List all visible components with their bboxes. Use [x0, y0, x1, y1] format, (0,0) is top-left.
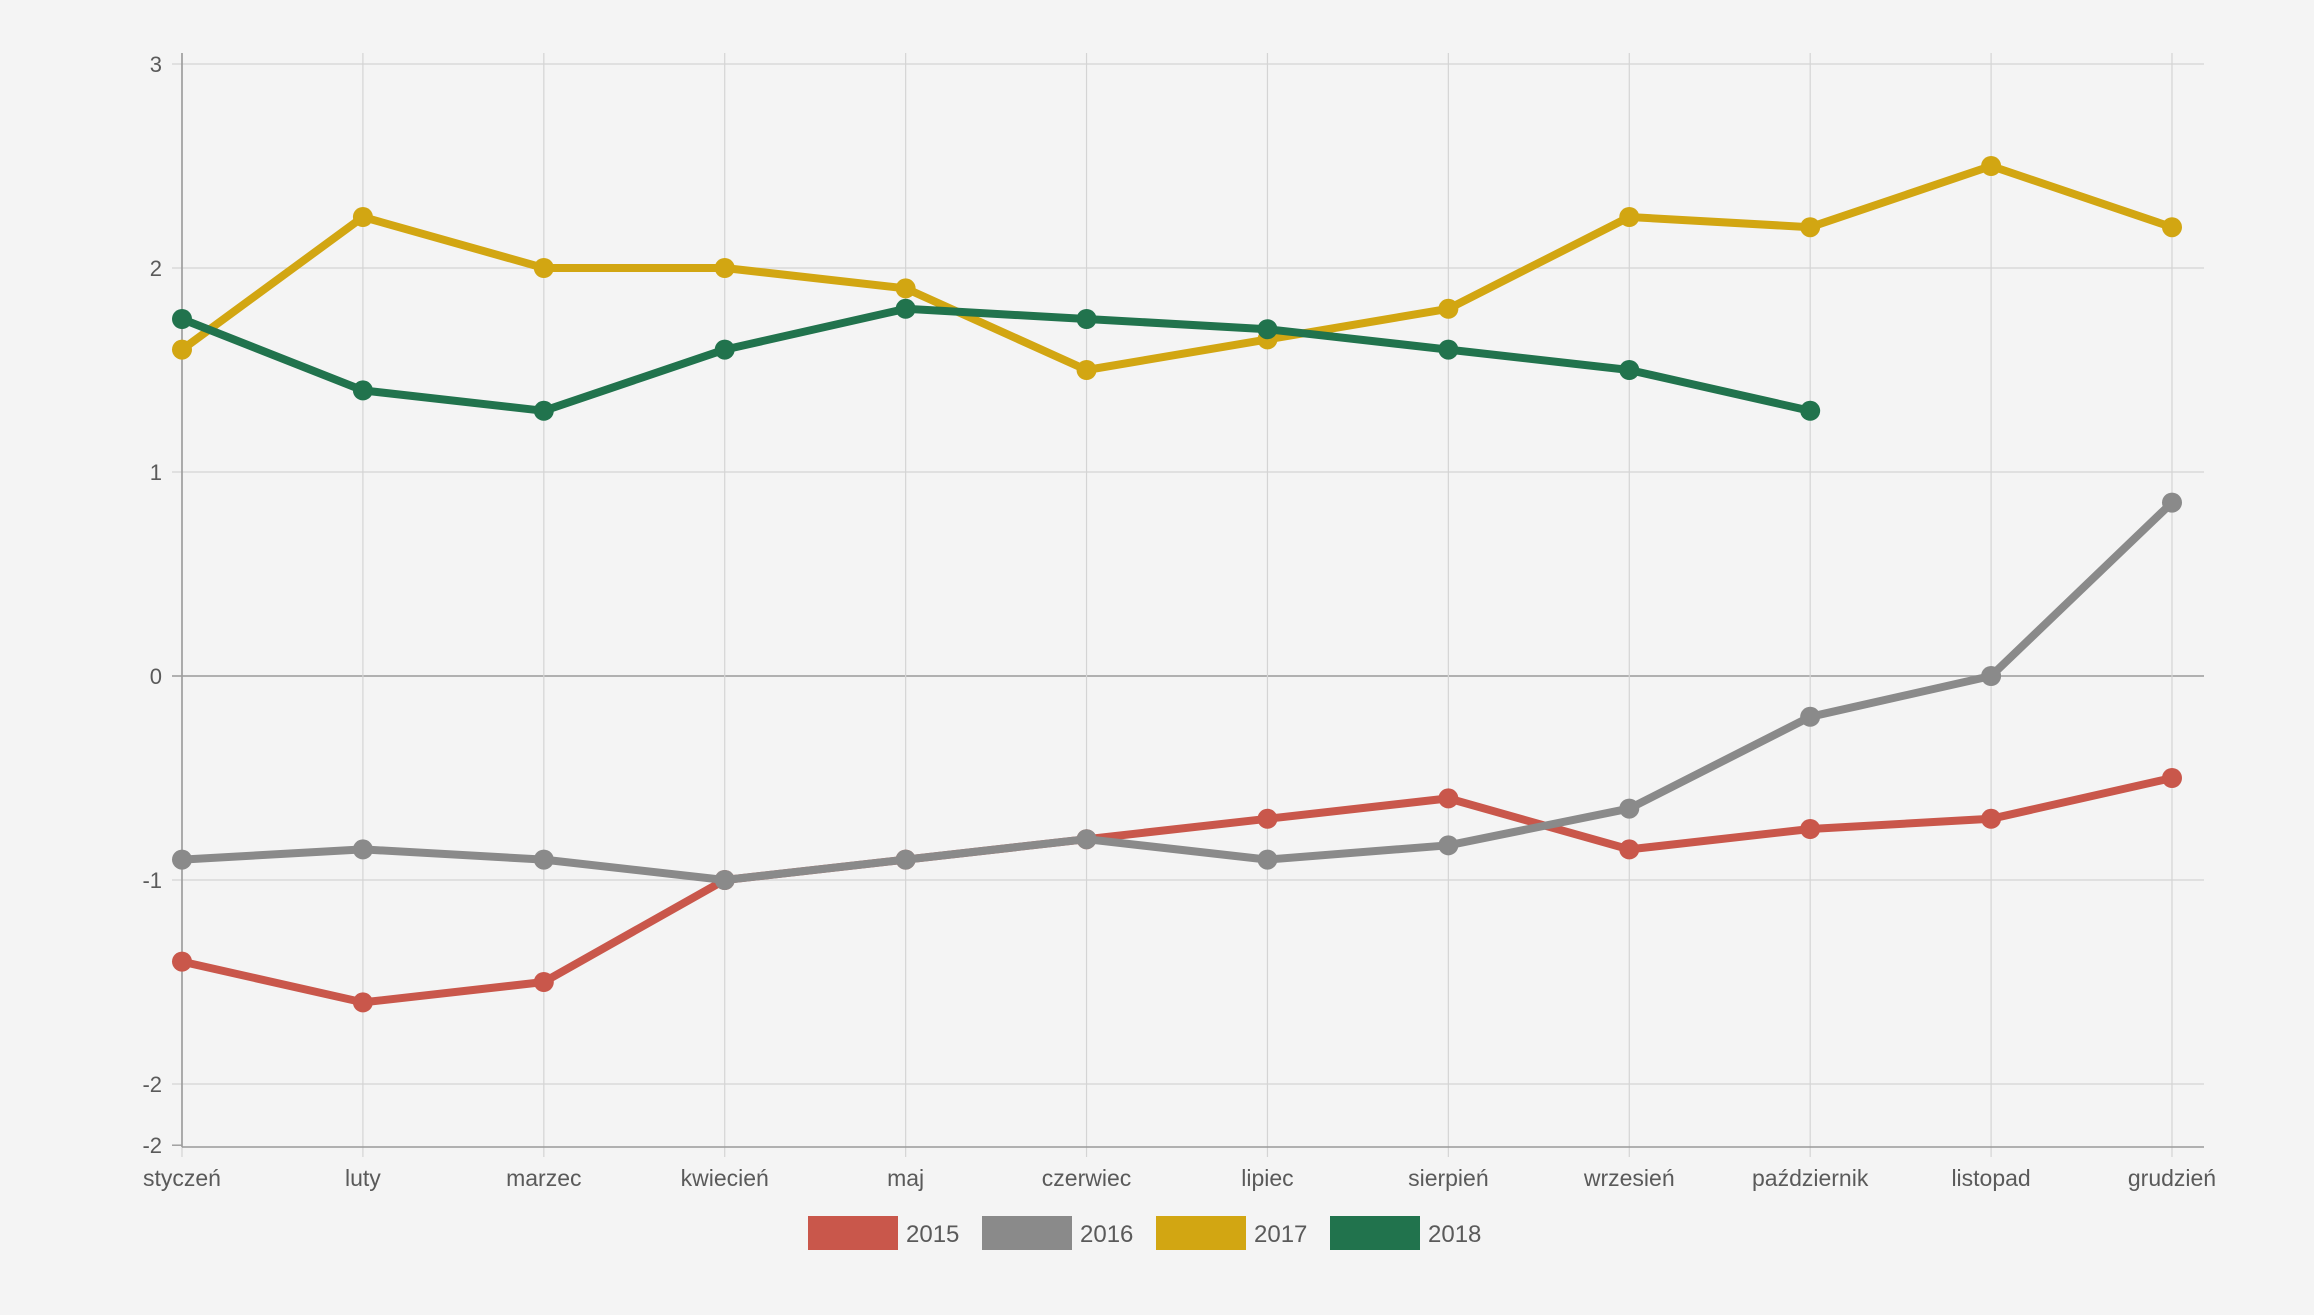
series-2016 [172, 492, 2182, 890]
legend-swatch [808, 1216, 898, 1250]
data-point-2017 [352, 207, 373, 227]
data-point-2018 [352, 380, 373, 401]
series-2015 [172, 768, 2182, 1013]
x-tick-label: wrzesień [1583, 1165, 1675, 1191]
y-tick-label: -2 [142, 1133, 162, 1158]
data-point-2016 [895, 849, 916, 870]
x-tick-label: maj [887, 1165, 924, 1191]
legend-label: 2018 [1428, 1221, 1481, 1248]
legend-item-2015[interactable]: 2015 [808, 1216, 959, 1250]
series-line-2016 [178, 498, 2176, 884]
data-point-2016 [533, 849, 554, 870]
y-tick-label: 0 [150, 664, 162, 689]
x-tick-label: listopad [1951, 1165, 2030, 1191]
series-line-2018 [178, 304, 1815, 415]
legend: 2015 2016 2017 2018 [808, 1216, 1481, 1250]
y-tick-label: 1 [150, 460, 162, 485]
series-2017 [172, 156, 2182, 380]
y-tick-label: -1 [142, 868, 162, 893]
data-point-2016 [1438, 835, 1459, 856]
y-tick-label: 3 [150, 52, 162, 77]
data-point-2016 [714, 870, 735, 890]
data-point-2015 [1619, 839, 1640, 860]
data-point-2016 [1257, 849, 1278, 870]
data-point-2018 [1076, 309, 1097, 329]
data-point-2016 [2162, 492, 2182, 513]
data-point-2016 [352, 839, 373, 860]
axes: 3 2 1 0 -1 -2 -2 styczeń luty marzec kwiecień maj cz… [142, 52, 2216, 1191]
data-point-2017 [895, 278, 916, 299]
legend-swatch [1156, 1216, 1246, 1250]
data-point-2018 [714, 339, 735, 360]
data-point-2018 [1438, 339, 1459, 360]
x-tick-label: luty [345, 1165, 381, 1191]
series [172, 156, 2182, 1013]
data-point-2017 [1981, 156, 2002, 176]
x-tick-label: sierpień [1408, 1165, 1489, 1191]
data-point-2015 [1981, 808, 2002, 829]
data-point-2015 [1800, 819, 1821, 839]
legend-swatch [1330, 1216, 1420, 1250]
data-point-2016 [1981, 666, 2002, 686]
data-point-2016 [1619, 798, 1640, 819]
data-point-2015 [352, 992, 373, 1013]
data-point-2017 [1619, 207, 1640, 227]
data-point-2018 [533, 400, 554, 421]
x-tick-label: marzec [506, 1165, 581, 1191]
data-point-2018 [895, 298, 916, 319]
legend-item-2016[interactable]: 2016 [982, 1216, 1133, 1250]
series-line-2017 [178, 162, 2176, 374]
data-point-2017 [1800, 217, 1821, 238]
series-2018 [172, 298, 1821, 421]
data-point-2017 [172, 339, 192, 360]
x-tick-label: grudzień [2128, 1165, 2216, 1191]
data-point-2018 [1800, 400, 1821, 421]
y-tick-label: -2 [142, 1072, 162, 1097]
data-point-2015 [172, 951, 192, 972]
data-point-2016 [1800, 706, 1821, 727]
series-line-2015 [178, 774, 2176, 1007]
y-tick-label: 2 [150, 256, 162, 281]
data-point-2017 [1076, 360, 1097, 380]
legend-swatch [982, 1216, 1072, 1250]
grid [172, 53, 2204, 1157]
data-point-2018 [1257, 319, 1278, 340]
x-tick-label: październik [1752, 1165, 1869, 1191]
x-tick-label: lipiec [1241, 1165, 1293, 1191]
legend-label: 2016 [1080, 1221, 1133, 1248]
data-point-2015 [533, 972, 554, 992]
legend-item-2018[interactable]: 2018 [1330, 1216, 1481, 1250]
data-point-2017 [2162, 217, 2182, 238]
x-tick-label: styczeń [143, 1165, 221, 1191]
data-point-2016 [1076, 829, 1097, 850]
x-tick-label: czerwiec [1042, 1165, 1131, 1191]
legend-item-2017[interactable]: 2017 [1156, 1216, 1307, 1250]
data-point-2015 [1257, 808, 1278, 829]
data-point-2017 [533, 258, 554, 278]
data-point-2018 [172, 309, 192, 329]
legend-label: 2017 [1254, 1221, 1307, 1248]
data-point-2015 [2162, 768, 2182, 788]
data-point-2018 [1619, 360, 1640, 380]
data-point-2016 [172, 849, 192, 870]
data-point-2017 [714, 258, 735, 278]
legend-label: 2015 [906, 1221, 959, 1248]
data-point-2017 [1438, 298, 1459, 319]
data-point-2015 [1438, 788, 1459, 809]
x-tick-label: kwiecień [681, 1165, 769, 1191]
